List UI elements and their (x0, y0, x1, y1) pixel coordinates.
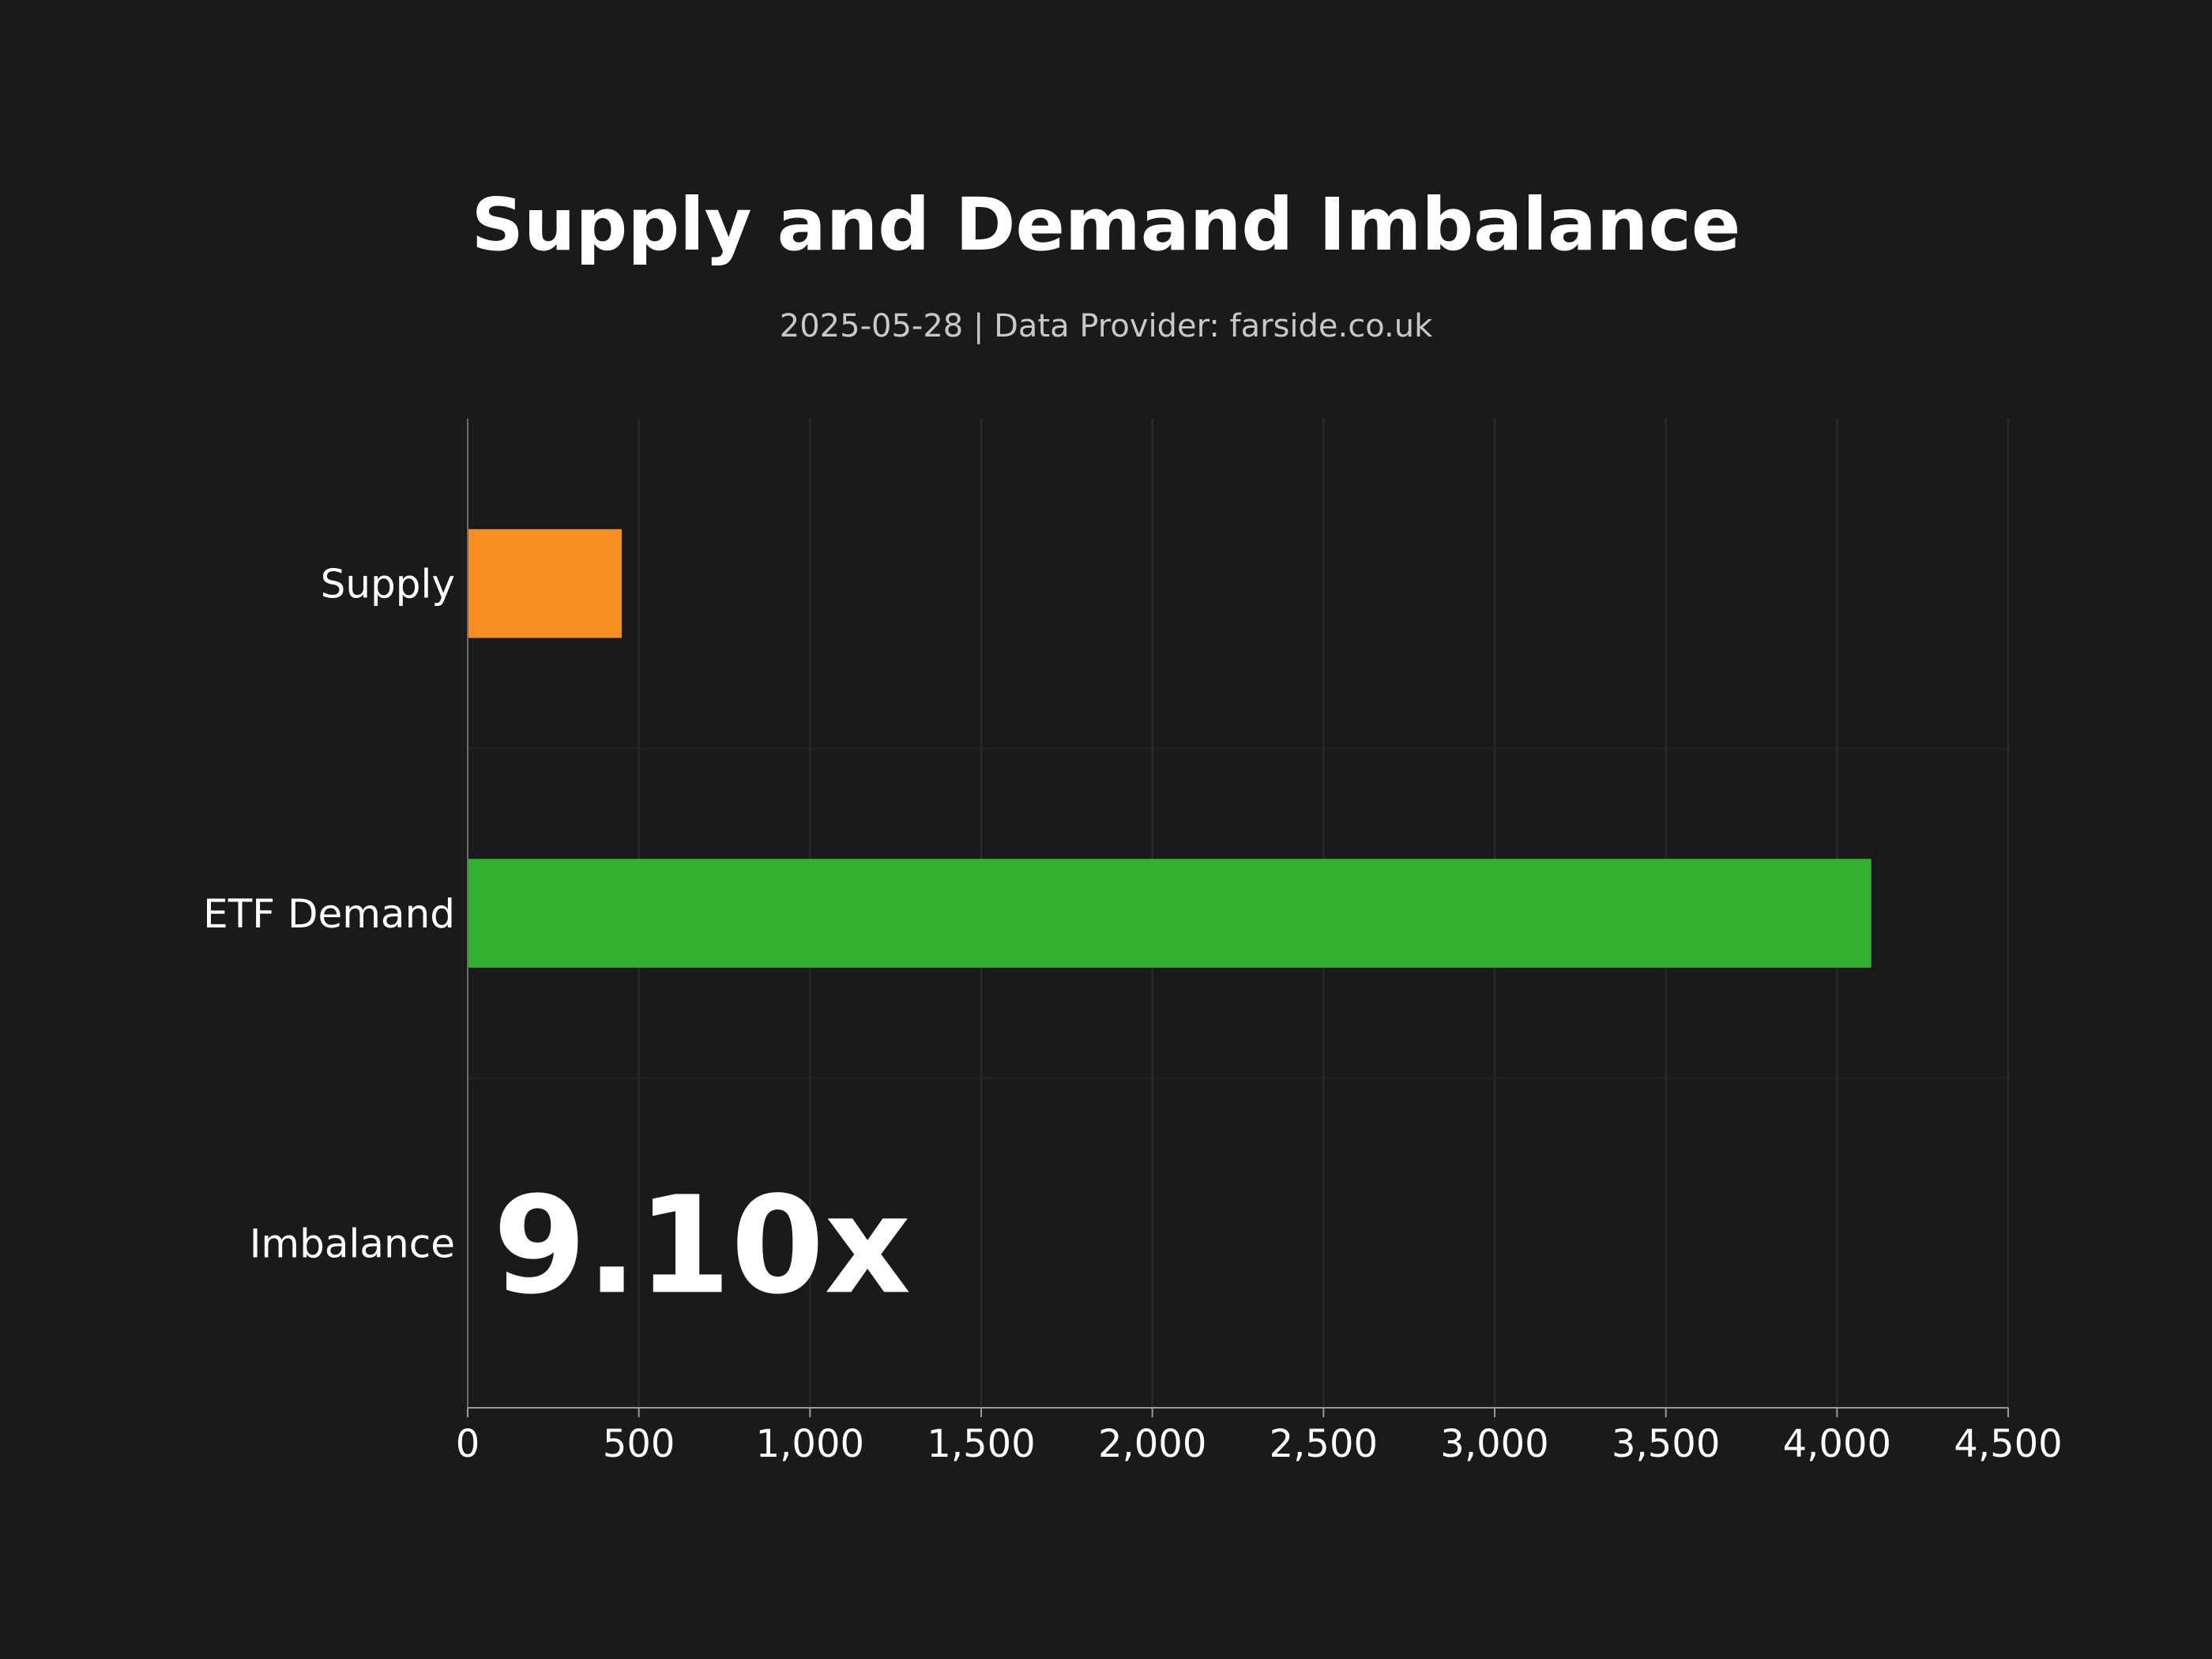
x-tick-label: 2,000 (1098, 1422, 1206, 1466)
x-tick-label: 0 (456, 1422, 480, 1466)
y-tick-label: ETF Demand (203, 891, 455, 937)
x-tick-label: 3,000 (1440, 1422, 1548, 1466)
x-tick-label: 1,000 (756, 1422, 864, 1466)
bar-supply (468, 529, 622, 638)
x-tick-label: 2,500 (1270, 1422, 1378, 1466)
x-tick-label: 4,000 (1783, 1422, 1891, 1466)
x-tick-label: 500 (603, 1422, 675, 1466)
y-tick-label: Supply (321, 562, 455, 608)
bar-etf-demand (468, 859, 1872, 968)
x-tick-label: 3,500 (1612, 1422, 1720, 1466)
chart-title: Supply and Demand Imbalance (471, 182, 1741, 267)
chart-subtitle: 2025-05-28 | Data Provider: farside.co.u… (779, 308, 1433, 344)
x-tick-label: 4,500 (1954, 1422, 2062, 1466)
y-tick-label: Imbalance (250, 1221, 455, 1266)
x-tick-label: 1,500 (927, 1422, 1035, 1466)
imbalance-value: 9.10x (493, 1168, 911, 1324)
